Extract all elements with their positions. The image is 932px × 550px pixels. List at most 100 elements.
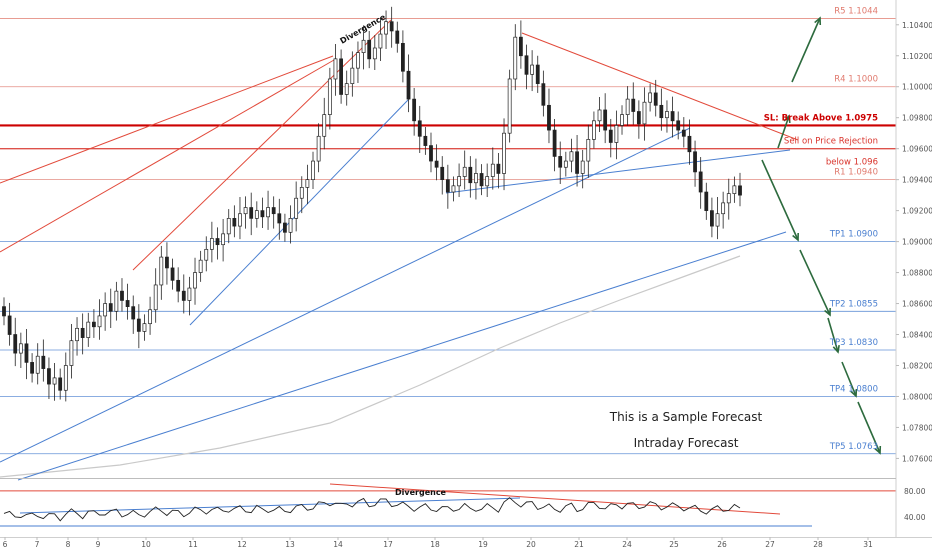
time-tick-label: 21: [574, 540, 584, 549]
candle-body: [209, 238, 214, 250]
level-label: TP3 1.0830: [829, 338, 878, 348]
candle-body: [417, 120, 422, 137]
down-arrow-3-head: [832, 344, 840, 354]
down-arrow-4: [841, 361, 857, 397]
down-arrow-2: [799, 249, 831, 316]
price-tick-label: 1.10400: [902, 21, 932, 30]
time-tick-label: 8: [66, 540, 71, 549]
price-tick-label: 1.09000: [902, 238, 932, 247]
candle-body: [75, 327, 79, 342]
intraday-forecast-note: Intraday Forecast: [634, 436, 739, 450]
candle-body: [41, 355, 46, 369]
candle-body: [698, 171, 703, 193]
time-tick-label: 7: [35, 540, 40, 549]
candle-body: [97, 315, 102, 328]
time-tick-label: 10: [141, 540, 151, 549]
forecast-arrows: [761, 16, 882, 455]
candle-body: [327, 78, 332, 115]
candle-body: [148, 309, 152, 325]
descending-red-resistance: [521, 32, 799, 141]
rsi-divergence-label: Divergence: [395, 488, 447, 497]
candle-body: [457, 176, 461, 187]
candle-body: [513, 36, 518, 80]
candle-body: [620, 114, 624, 126]
candle-body: [316, 135, 321, 162]
rising-red-trendline-3: [132, 19, 392, 271]
down-arrow-5: [857, 401, 881, 454]
candle-body: [535, 64, 540, 84]
level-label: Sell on Price Rejection: [784, 137, 878, 147]
candle-body: [254, 210, 259, 219]
down-arrow-3: [827, 317, 839, 353]
candle-body: [243, 207, 248, 215]
level-labels: R5 1.1044 R4 1.1000 SL: Break Above 1.0975…: [764, 7, 878, 452]
candle-body: [614, 125, 619, 143]
rsi-tick-label: 80.00: [904, 487, 926, 496]
candle-body: [283, 222, 287, 233]
candle-body: [468, 166, 473, 184]
down-arrow-2-head: [824, 307, 831, 317]
level-label: R4 1.1000: [834, 75, 878, 85]
candle-body: [372, 47, 377, 60]
up-arrow-2-head: [814, 16, 822, 26]
candle-body: [311, 160, 315, 180]
down-arrow-4-head: [850, 388, 858, 398]
candle-body: [401, 43, 405, 72]
candle-body: [434, 160, 439, 168]
candle-body: [715, 213, 720, 227]
candle-body: [648, 92, 653, 103]
time-tick-label: 12: [237, 540, 247, 549]
rising-red-trendline-2: [0, 55, 334, 184]
candle-body: [356, 52, 360, 69]
candle-body: [547, 104, 551, 131]
candle-body: [170, 267, 175, 281]
candle-body: [653, 92, 658, 106]
candle-body: [299, 187, 304, 199]
candle-body: [159, 256, 164, 286]
up-arrow-1: [777, 115, 790, 149]
candle-body: [277, 213, 282, 224]
candle-body: [687, 135, 692, 153]
candlesticks: [2, 6, 742, 402]
time-tick-label: 14: [333, 540, 343, 549]
time-tick-label: 25: [669, 540, 679, 549]
blue-support-lower: [17, 231, 787, 481]
candle-body: [479, 173, 484, 187]
candle-body: [569, 151, 574, 162]
candle-body: [710, 210, 714, 227]
candle-body: [232, 218, 237, 227]
candle-body: [704, 191, 709, 211]
price-tick-label: 1.08800: [902, 269, 932, 278]
time-tick-label: 24: [622, 540, 632, 549]
down-arrow-1-head: [792, 232, 799, 242]
level-label: TP2 1.0855: [829, 299, 878, 309]
candle-body: [198, 259, 203, 273]
candle-body: [552, 129, 557, 157]
candle-body: [575, 151, 579, 174]
candle-body: [47, 368, 51, 385]
candle-body: [642, 101, 647, 125]
candle-body: [451, 185, 456, 193]
level-label: R5 1.1044: [834, 7, 878, 17]
rsi-panel: Divergence: [0, 483, 896, 527]
candle-body: [7, 315, 12, 335]
level-label: TP4 1.0800: [829, 384, 878, 394]
candle-body: [136, 318, 141, 332]
time-tick-label: 13: [285, 540, 295, 549]
candle-body: [260, 210, 265, 218]
candle-body: [726, 193, 731, 204]
price-tick-label: 1.09800: [902, 114, 932, 123]
candle-body: [631, 98, 636, 112]
candle-body: [120, 290, 124, 301]
price-tick-label: 1.08000: [902, 392, 932, 401]
time-tick-label: 6: [3, 540, 8, 549]
candle-body: [108, 303, 113, 312]
candle-body: [681, 129, 686, 137]
candle-body: [384, 21, 388, 35]
price-tick-label: 1.09400: [902, 176, 932, 185]
candle-body: [91, 321, 96, 328]
candle-body: [114, 290, 119, 312]
candle-body: [665, 111, 669, 119]
